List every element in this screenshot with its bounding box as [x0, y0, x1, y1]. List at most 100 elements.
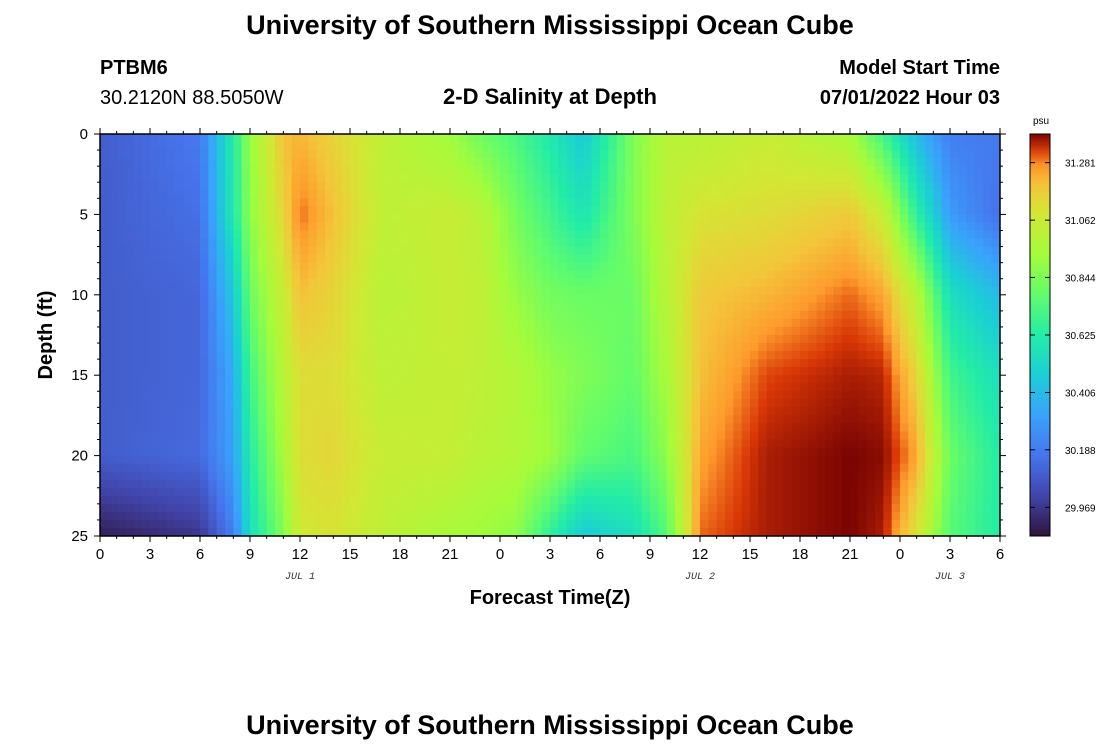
- heatmap-cell: [908, 463, 918, 473]
- heatmap-cell: [900, 487, 909, 497]
- heatmap-cell: [283, 415, 293, 425]
- heatmap-cell: [158, 503, 168, 513]
- heatmap-cell: [725, 351, 734, 360]
- heatmap-cell: [208, 222, 218, 232]
- heatmap-cell: [500, 431, 509, 441]
- heatmap-cell: [116, 302, 126, 312]
- heatmap-cell: [258, 150, 268, 159]
- heatmap-cell: [733, 238, 743, 248]
- heatmap-cell: [450, 198, 459, 207]
- heatmap-cell: [583, 415, 593, 425]
- heatmap-cell: [558, 134, 568, 143]
- heatmap-cell: [708, 326, 718, 336]
- heatmap-cell: [666, 166, 676, 175]
- heatmap-cell: [408, 463, 418, 473]
- heatmap-cell: [508, 222, 518, 232]
- heatmap-cell: [733, 383, 743, 392]
- heatmap-cell: [591, 310, 601, 320]
- heatmap-cell: [625, 238, 634, 248]
- heatmap-cell: [133, 310, 143, 320]
- heatmap-cell: [766, 439, 776, 449]
- heatmap-cell: [716, 487, 726, 497]
- heatmap-cell: [491, 150, 501, 159]
- heatmap-cell: [508, 527, 518, 536]
- heatmap-cell: [833, 391, 843, 400]
- heatmap-cell: [325, 391, 334, 400]
- heatmap-cell: [233, 158, 243, 167]
- heatmap-cell: [708, 375, 718, 384]
- heatmap-cell: [308, 439, 318, 449]
- heatmap-cell: [158, 471, 168, 481]
- heatmap-cell: [358, 351, 368, 360]
- heatmap-cell: [216, 230, 226, 240]
- heatmap-cell: [800, 487, 809, 497]
- heatmap-cell: [816, 190, 826, 199]
- heatmap-cell: [316, 238, 326, 248]
- heatmap-cell: [700, 471, 709, 481]
- heatmap-cell: [150, 166, 159, 175]
- heatmap-cell: [316, 423, 326, 433]
- heatmap-cell: [233, 431, 243, 441]
- heatmap-cell: [766, 134, 776, 143]
- heatmap-cell: [633, 206, 643, 215]
- heatmap-cell: [425, 318, 434, 328]
- heatmap-cell: [275, 367, 284, 376]
- heatmap-cell: [241, 326, 251, 336]
- heatmap-cell: [441, 519, 451, 529]
- heatmap-cell: [625, 190, 634, 199]
- heatmap-cell: [700, 222, 709, 232]
- heatmap-cell: [516, 455, 526, 465]
- heatmap-cell: [641, 246, 651, 256]
- heatmap-cell: [483, 190, 493, 199]
- heatmap-cell: [641, 447, 651, 457]
- heatmap-cell: [666, 375, 676, 384]
- heatmap-cell: [866, 431, 876, 441]
- heatmap-cell: [716, 214, 726, 224]
- heatmap-cell: [150, 463, 159, 473]
- heatmap-cell: [525, 198, 534, 207]
- heatmap-cell: [100, 310, 109, 320]
- heatmap-cell: [258, 487, 268, 497]
- heatmap-cell: [258, 423, 268, 433]
- heatmap-cell: [850, 222, 859, 232]
- heatmap-cell: [716, 471, 726, 481]
- heatmap-cell: [858, 479, 868, 489]
- heatmap-cell: [666, 367, 676, 376]
- heatmap-cell: [216, 471, 226, 481]
- heatmap-cell: [558, 270, 568, 280]
- heatmap-cell: [350, 463, 359, 473]
- heatmap-cell: [350, 471, 359, 481]
- heatmap-cell: [250, 190, 259, 199]
- heatmap-cell: [808, 254, 818, 264]
- heatmap-cell: [316, 463, 326, 473]
- heatmap-cell: [433, 479, 443, 489]
- heatmap-cell: [300, 238, 309, 248]
- heatmap-cell: [608, 463, 618, 473]
- heatmap-cell: [533, 326, 543, 336]
- heatmap-cell: [300, 487, 309, 497]
- heatmap-cell: [766, 198, 776, 207]
- heatmap-cell: [750, 375, 759, 384]
- heatmap-cell: [908, 455, 918, 465]
- heatmap-cell: [191, 318, 201, 328]
- heatmap-cell: [266, 399, 276, 408]
- heatmap-cell: [483, 463, 493, 473]
- heatmap-cell: [825, 335, 834, 344]
- heatmap-cell: [116, 367, 126, 376]
- heatmap-cell: [725, 455, 734, 465]
- heatmap-cell: [200, 495, 209, 505]
- heatmap-cell: [208, 487, 218, 497]
- heatmap-cell: [225, 182, 234, 191]
- heatmap-cell: [825, 503, 834, 513]
- heatmap-cell: [416, 254, 426, 264]
- heatmap-cell: [650, 142, 659, 151]
- heatmap-cell: [725, 134, 734, 143]
- heatmap-cell: [633, 431, 643, 441]
- heatmap-cell: [908, 278, 918, 288]
- heatmap-cell: [658, 158, 668, 167]
- heatmap-cell: [391, 367, 401, 376]
- heatmap-cell: [400, 310, 409, 320]
- heatmap-cell: [833, 471, 843, 481]
- heatmap-cell: [766, 174, 776, 183]
- heatmap-cell: [341, 174, 351, 183]
